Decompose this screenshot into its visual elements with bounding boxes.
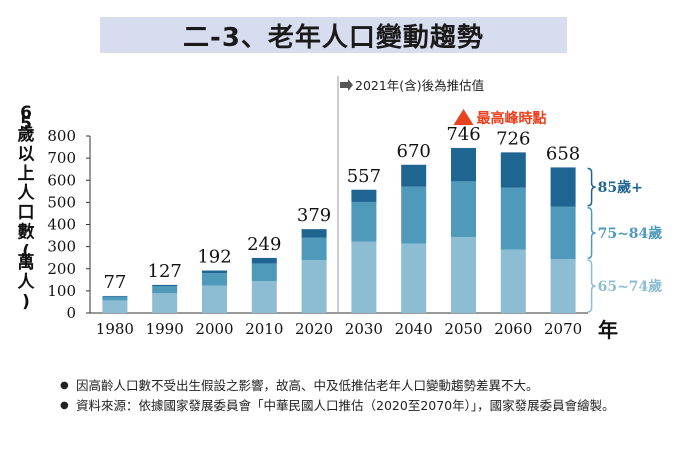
legend-label: 85歲+ (598, 179, 643, 196)
bullet-icon: ● (60, 400, 69, 411)
legend-bracket (587, 259, 596, 313)
total-label: 192 (197, 247, 231, 268)
legend-bracket (587, 167, 596, 207)
bar-segment-0 (251, 281, 277, 313)
bar-segment-1 (301, 237, 327, 261)
title-banner: 二-3、老年人口變動趨勢 (100, 17, 567, 53)
arrow-right-icon (340, 79, 353, 91)
bar-segment-0 (401, 243, 427, 313)
y-tick-label: 600 (47, 171, 76, 189)
total-label: 746 (446, 124, 480, 145)
bar-segment-0 (550, 259, 576, 313)
bar-segment-1 (102, 296, 128, 301)
bullet-icon: ● (60, 380, 69, 391)
bar-segment-2 (500, 152, 526, 188)
projection-note: 2021年(含)後為推估值 (355, 78, 484, 93)
note-item: ● 因高齡人口數不受出生假設之影響，故高、中及低推估老年人口變動趨勢差異不大。 (60, 376, 660, 396)
y-tick-label: 700 (47, 149, 76, 167)
x-tick-label: 2040 (395, 320, 433, 338)
x-tick-label: 1980 (96, 320, 134, 338)
y-tick-label: 800 (47, 127, 76, 145)
x-tick-label: 2060 (494, 320, 532, 338)
bar-segment-1 (251, 263, 277, 282)
note-text: 因高齡人口數不受出生假設之影響，故高、中及低推估老年人口變動趨勢差異不大。 (76, 378, 539, 393)
total-label: 726 (496, 128, 530, 149)
bar-segment-0 (152, 293, 178, 313)
bar-segment-2 (451, 147, 476, 182)
y-tick-label: 300 (47, 238, 76, 256)
legend-label: 65~74歲 (598, 278, 663, 295)
total-label: 670 (397, 141, 431, 162)
total-label: 249 (247, 234, 281, 255)
y-tick-label: 200 (47, 260, 76, 278)
note-text: 資料來源：依據國家發展委員會「中華民國人口推估（2020至2070年）」，國家發… (76, 398, 615, 413)
bar-segment-1 (152, 286, 178, 294)
bar-segment-2 (251, 257, 277, 264)
bar-segment-0 (102, 300, 128, 313)
total-label: 658 (546, 143, 580, 164)
x-tick-label: 2070 (544, 320, 582, 338)
y-axis-label: 6 5 歲以上人口數(萬人) (18, 103, 36, 312)
legend-label: 75~84歲 (598, 225, 663, 242)
bar-segment-2 (401, 164, 427, 187)
bar-segment-0 (500, 249, 526, 313)
bar-segment-1 (500, 187, 526, 250)
bar-segment-0 (301, 260, 327, 313)
x-tick-label: 2030 (345, 320, 383, 338)
y-tick-label: 0 (66, 304, 76, 322)
notes-list: ● 因高齡人口數不受出生假設之影響，故高、中及低推估老年人口變動趨勢差異不大。 … (60, 376, 660, 416)
bar-segment-2 (152, 284, 178, 287)
bar-segment-2 (351, 189, 377, 202)
total-label: 557 (347, 166, 381, 187)
bar-segment-0 (351, 241, 377, 313)
x-tick-label: 2020 (295, 320, 333, 338)
x-tick-label: 2010 (245, 320, 283, 338)
x-axis-label: 年 (598, 318, 618, 342)
total-label: 127 (148, 261, 182, 282)
y-tick-label: 400 (47, 216, 76, 234)
bar-segment-1 (401, 186, 427, 244)
bar-segment-1 (550, 206, 576, 260)
bar-segment-0 (202, 285, 227, 313)
x-tick-label: 1990 (146, 320, 184, 338)
bar-segment-2 (301, 229, 327, 238)
aging-population-chart: 6 5 歲以上人口數(萬人) 0 100 200 300 400 500 600 700 800 202… (18, 76, 663, 342)
legend-bracket (587, 207, 596, 259)
bar-segment-2 (102, 295, 128, 297)
bar-segment-1 (451, 181, 476, 238)
peak-label: 最高峰時點 (477, 110, 547, 127)
total-label: 77 (103, 272, 126, 293)
bar-segment-0 (451, 237, 476, 313)
total-label: 379 (297, 205, 331, 226)
x-tick-label: 2000 (195, 320, 233, 338)
note-item: ● 資料來源：依據國家發展委員會「中華民國人口推估（2020至2070年）」，國… (60, 396, 660, 416)
bar-segment-2 (550, 167, 576, 207)
bar-segment-2 (202, 270, 227, 274)
page-title: 二-3、老年人口變動趨勢 (183, 22, 484, 53)
y-tick-label: 100 (47, 282, 76, 300)
y-tick-label: 500 (47, 193, 76, 211)
x-tick-label: 2050 (444, 320, 482, 338)
bar-segment-1 (351, 201, 377, 242)
bar-segment-1 (202, 273, 227, 286)
triangle-up-icon (453, 109, 474, 125)
